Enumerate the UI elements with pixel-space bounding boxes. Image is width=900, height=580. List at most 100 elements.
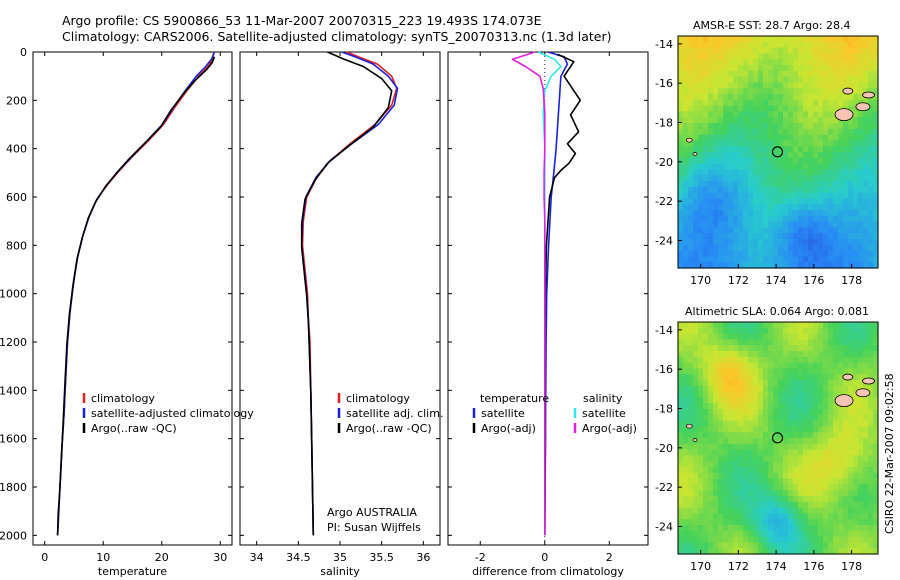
sst-map-cell bbox=[708, 221, 714, 228]
sla-map-cell bbox=[823, 484, 829, 491]
sla-map-cell bbox=[818, 374, 824, 381]
sla-map-cell bbox=[843, 368, 849, 375]
sla-map-cell bbox=[703, 525, 709, 532]
sla-map-cell bbox=[818, 443, 824, 451]
sst-map-cell bbox=[828, 88, 834, 95]
sla-map-cell bbox=[808, 368, 814, 375]
sla-map-cell bbox=[813, 461, 819, 468]
sla-map-cell bbox=[773, 438, 779, 445]
sst-map-cell bbox=[693, 186, 699, 194]
sla-map-cell bbox=[873, 484, 879, 491]
sst-map-cell bbox=[858, 192, 864, 199]
sst-map-cell bbox=[773, 250, 779, 257]
sst-map-cell bbox=[818, 53, 824, 60]
sst-map-cell bbox=[738, 70, 744, 78]
sla-map-cell bbox=[708, 432, 714, 439]
sst-map-cell bbox=[773, 70, 779, 78]
sst-map-cell bbox=[753, 134, 759, 141]
sla-map-cell bbox=[798, 443, 804, 451]
sst-map-cell bbox=[758, 88, 764, 95]
sst-map-cell bbox=[838, 134, 844, 141]
sst-map-cell bbox=[828, 36, 834, 43]
sla-map-cell bbox=[693, 507, 699, 514]
sla-map-cell bbox=[823, 345, 829, 352]
sst-map-cells bbox=[678, 36, 879, 269]
sst-map-cell bbox=[678, 111, 684, 118]
sst-map-cell bbox=[848, 198, 854, 205]
sla-map-cell bbox=[838, 519, 844, 526]
sla-map-cell bbox=[778, 339, 784, 346]
sst-map-cell bbox=[718, 94, 724, 101]
sst-map-cell bbox=[738, 152, 744, 159]
sla-map-cell bbox=[818, 339, 824, 346]
sla-map-cell bbox=[778, 501, 784, 509]
sla-map-cell bbox=[843, 490, 849, 497]
sla-map-cell bbox=[838, 322, 844, 329]
sst-map-cell bbox=[863, 70, 869, 78]
sla-map-cell bbox=[698, 501, 704, 509]
sst-map-cell bbox=[783, 198, 789, 205]
sst-map-cell bbox=[838, 65, 844, 72]
sla-map-cell bbox=[863, 443, 869, 451]
sla-map-cell bbox=[748, 397, 754, 404]
sst-map-cell bbox=[848, 99, 854, 107]
sst-map-cell bbox=[678, 204, 684, 211]
sla-map-cell bbox=[688, 467, 694, 474]
sla-map-cell bbox=[678, 345, 684, 352]
sla-map-cell bbox=[858, 542, 864, 549]
sla-map-cell bbox=[778, 345, 784, 352]
sla-map-cell bbox=[838, 374, 844, 381]
sla-map-cell bbox=[758, 414, 764, 422]
sla-map-cell bbox=[793, 548, 799, 555]
sla-map-cell bbox=[828, 351, 834, 358]
sla-map-cell bbox=[718, 455, 724, 462]
sla-map-cell bbox=[808, 420, 814, 427]
sla-map-cell bbox=[813, 507, 819, 514]
sla-map-cell bbox=[853, 525, 859, 532]
sst-map-cell bbox=[813, 99, 819, 107]
sla-map-cell bbox=[783, 542, 789, 549]
sst-map-cell bbox=[868, 59, 874, 66]
sst-map-cell bbox=[813, 204, 819, 211]
sst-map-cell bbox=[858, 146, 864, 153]
sla-map-cell bbox=[698, 484, 704, 491]
sla-map-cell bbox=[838, 530, 844, 538]
temperature-ytick-label: 2000 bbox=[0, 529, 27, 542]
sst-map-cell bbox=[738, 134, 744, 141]
sst-map-cell bbox=[753, 210, 759, 217]
sst-map-cell bbox=[763, 262, 769, 269]
sla-map-cell bbox=[723, 536, 729, 543]
sst-map-cell bbox=[818, 128, 824, 136]
sst-map-cell bbox=[743, 88, 749, 95]
sst-map-cell bbox=[823, 163, 829, 170]
sst-map-cell bbox=[738, 88, 744, 95]
sla-map-cell bbox=[748, 513, 754, 520]
sla-map-cell bbox=[753, 496, 759, 503]
sst-map-cell bbox=[868, 65, 874, 72]
sst-map-cell bbox=[758, 244, 764, 252]
sla-map-cell bbox=[853, 501, 859, 509]
sst-map-cell bbox=[693, 244, 699, 252]
sla-map-cell bbox=[753, 409, 759, 416]
sst-map-cell bbox=[748, 227, 754, 234]
sst-map-cell bbox=[853, 146, 859, 153]
sst-map-cell bbox=[788, 215, 794, 223]
sst-map-cell bbox=[713, 250, 719, 257]
sla-map-cell bbox=[833, 327, 839, 335]
sst-map-cell bbox=[843, 221, 849, 228]
sla-map-cell bbox=[818, 519, 824, 526]
sst-map-cell bbox=[798, 123, 804, 130]
sst-map-cell bbox=[683, 186, 689, 194]
sst-map-cell bbox=[773, 128, 779, 136]
sst-map-cell bbox=[753, 111, 759, 118]
sla-map-cell bbox=[788, 391, 794, 398]
sla-map-cell bbox=[873, 536, 879, 543]
sla-map-cell bbox=[723, 374, 729, 381]
sst-map-cell bbox=[848, 105, 854, 112]
sst-map-cell bbox=[838, 140, 844, 147]
sst-map-cell bbox=[818, 250, 824, 257]
sla-map-cell bbox=[753, 333, 759, 340]
sla-map-cell bbox=[693, 397, 699, 404]
sst-map-cell bbox=[713, 152, 719, 159]
sla-map-cell bbox=[713, 530, 719, 538]
